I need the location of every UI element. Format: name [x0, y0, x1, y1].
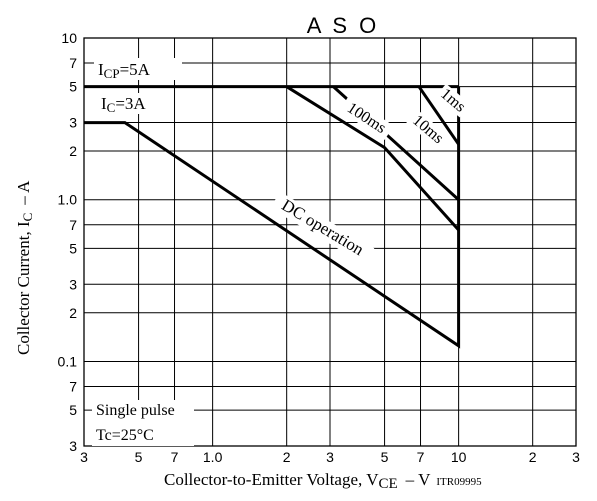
x-axis-label-unit: – V	[405, 470, 431, 489]
icp-label-main: I	[98, 60, 104, 79]
y-tick-label-2: 7	[69, 378, 77, 394]
chart-title: A S O	[307, 13, 379, 38]
icp-limit-label: ICP=5A	[94, 58, 182, 81]
y-tick-labels: 3 5 7 0.1 2 3 5 7 1.0 2 3 5 7 10	[58, 30, 78, 454]
y-tick-label-4: 2	[69, 305, 77, 321]
ic-label-main: I	[101, 94, 107, 113]
y-axis-label-main: Collector Current, I	[14, 221, 33, 355]
y-tick-label-0: 3	[69, 438, 77, 454]
series-label-10ms: 10ms	[406, 109, 450, 150]
svg-text:ICP=5A: ICP=5A	[98, 60, 151, 81]
series-label-1ms: 1ms	[435, 83, 471, 118]
x-tick-label-1: 5	[135, 449, 143, 465]
x-tick-label-6: 5	[381, 449, 389, 465]
y-tick-label-6: 5	[69, 240, 77, 256]
x-tick-label-10: 3	[572, 449, 580, 465]
y-tick-label-5: 3	[69, 276, 77, 292]
series-line-1ms	[417, 85, 460, 146]
conditions-annotation: Single pulse Tc=25°C	[92, 400, 194, 446]
y-tick-label-7: 7	[69, 217, 77, 233]
series-label-100ms: 100ms	[339, 96, 394, 141]
ic-limit-label: IC=3A	[98, 93, 170, 115]
tc-text: Tc=25°C	[96, 427, 154, 444]
ic-label-value: =3A	[115, 94, 146, 113]
series-line-100ms	[285, 85, 460, 232]
y-tick-label-1: 5	[69, 402, 77, 418]
y-tick-label-8: 1.0	[58, 192, 78, 208]
x-axis-label: Collector-to-Emitter Voltage, VCE – V ITR0…	[164, 470, 482, 492]
soa-curves	[84, 85, 461, 349]
svg-text:DC operation: DC operation	[278, 195, 367, 259]
x-tick-label-5: 3	[326, 449, 334, 465]
x-tick-label-2: 7	[171, 449, 179, 465]
y-tick-label-13: 10	[61, 30, 77, 46]
single-pulse-text: Single pulse	[96, 402, 175, 419]
grid-lines	[84, 38, 576, 446]
ic-label-sub: C	[107, 100, 116, 115]
icp-label-value: =5A	[120, 60, 151, 79]
chart-code: ITR09995	[436, 476, 482, 488]
svg-text:100ms: 100ms	[344, 99, 389, 136]
icp-label-sub: CP	[104, 66, 120, 81]
y-axis-label-sub: C	[20, 213, 35, 222]
x-axis-label-sub: CE	[378, 476, 397, 492]
y-tick-label-11: 5	[69, 79, 77, 95]
x-tick-label-3: 1.0	[203, 449, 223, 465]
x-tick-labels: 3 5 7 1.0 2 3 5 7 10 2 3	[80, 449, 580, 465]
x-tick-label-0: 3	[80, 449, 88, 465]
x-tick-label-7: 7	[417, 449, 425, 465]
series-line-dc-operation	[84, 86, 461, 349]
y-axis-label: Collector Current, IC – A	[14, 180, 35, 355]
y-tick-label-10: 3	[69, 115, 77, 131]
x-tick-label-9: 2	[529, 449, 537, 465]
y-tick-label-9: 2	[69, 143, 77, 159]
x-tick-label-8: 10	[451, 449, 467, 465]
x-tick-label-4: 2	[283, 449, 291, 465]
y-axis-label-unit: – A	[14, 180, 33, 206]
svg-text:IC=3A: IC=3A	[101, 94, 146, 115]
plot-frame	[83, 37, 577, 447]
x-axis-label-main: Collector-to-Emitter Voltage, V	[164, 470, 379, 489]
y-tick-label-12: 7	[69, 55, 77, 71]
y-tick-label-3: 0.1	[58, 353, 78, 369]
